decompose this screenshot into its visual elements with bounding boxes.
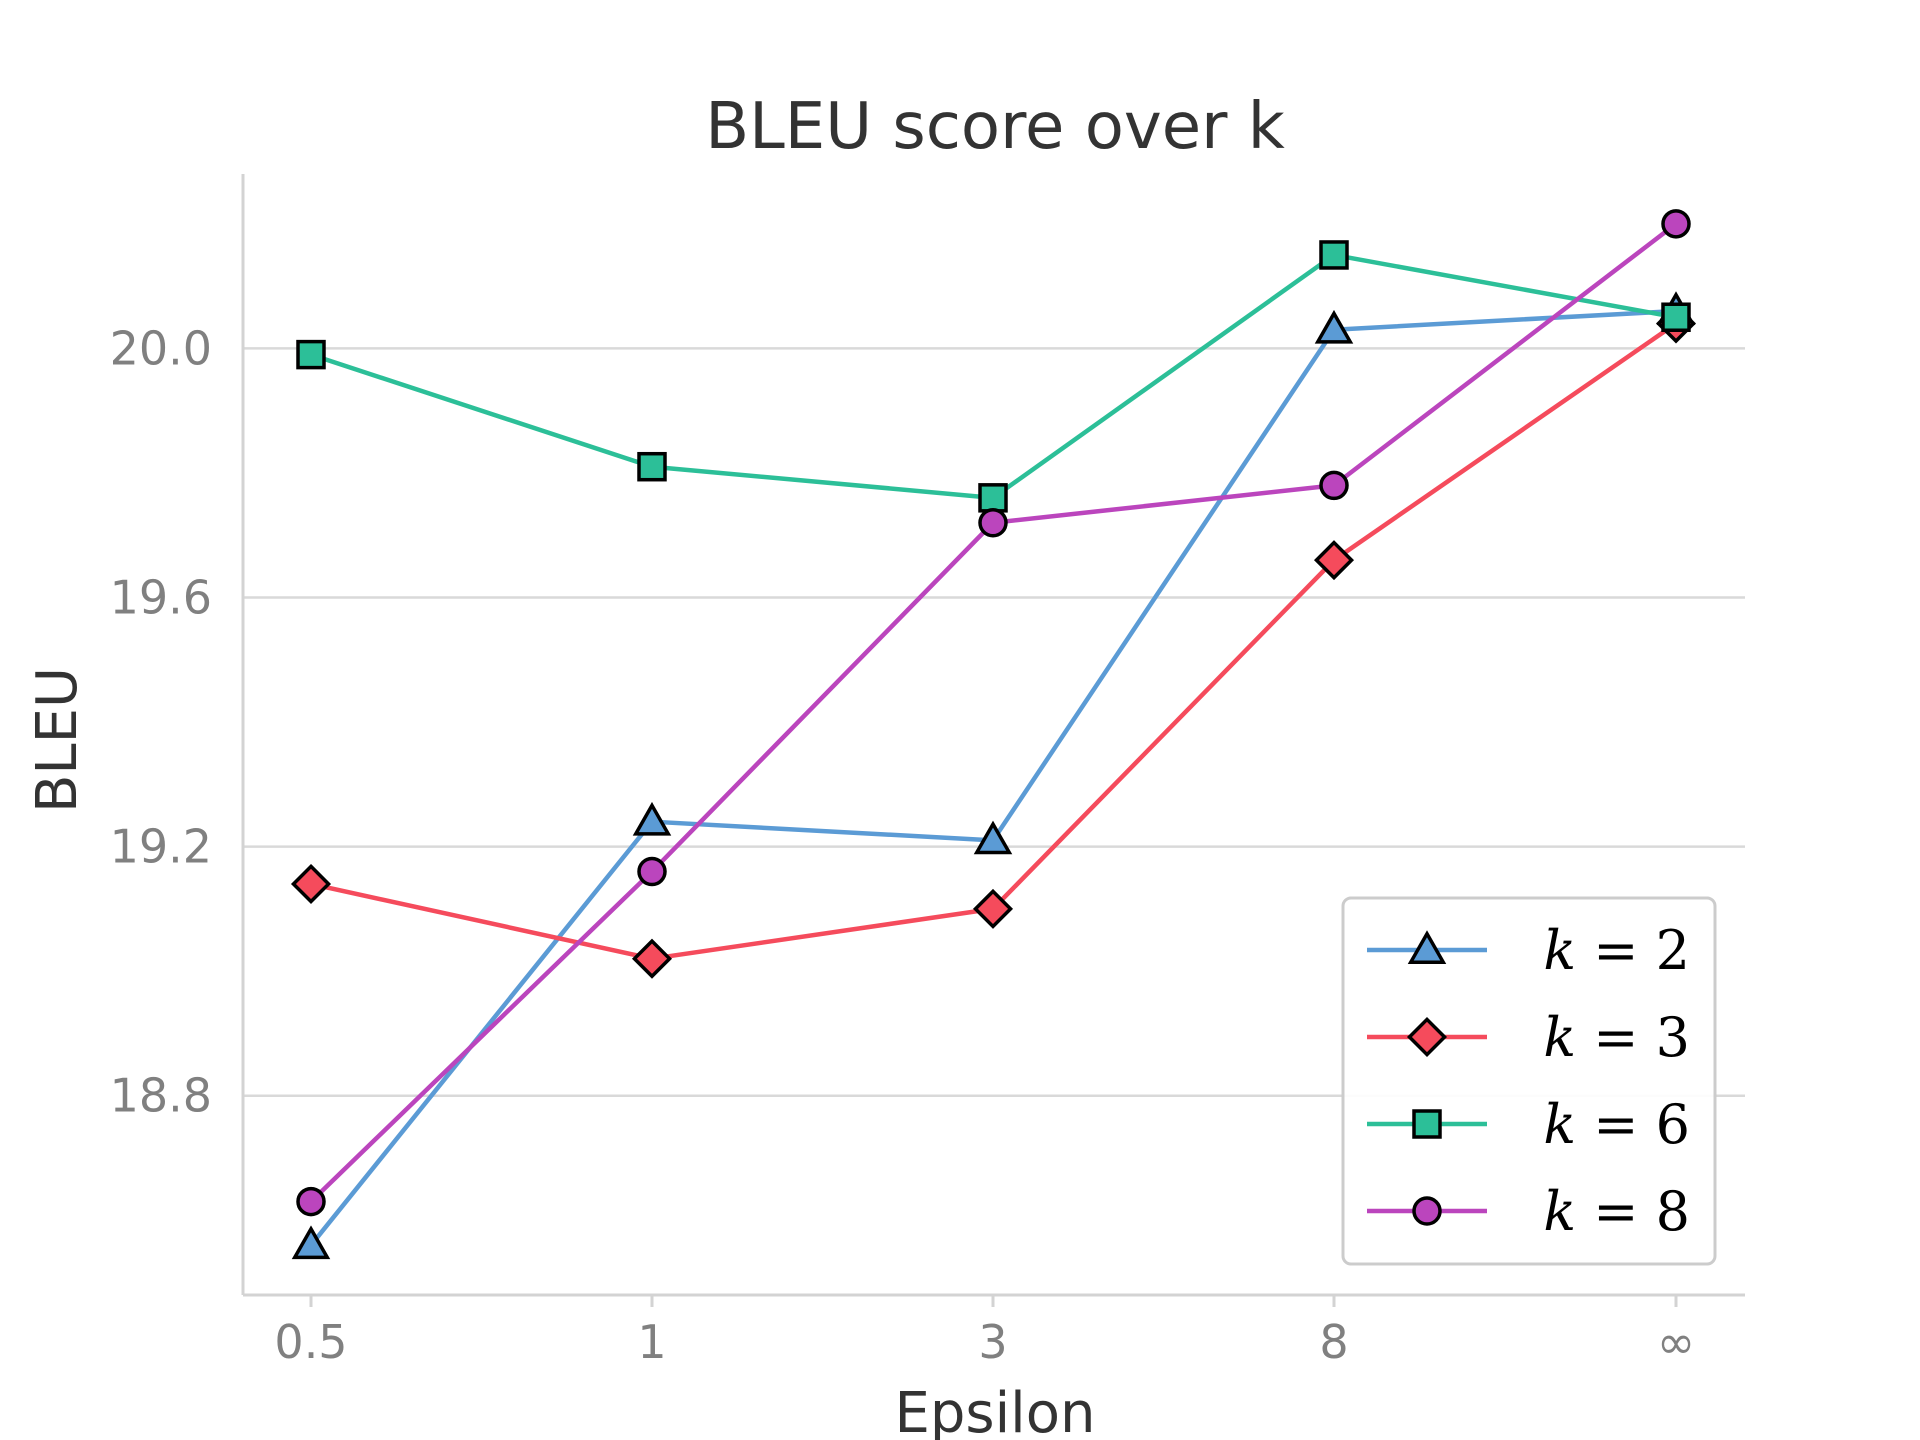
legend-item: k = 3 — [1367, 1006, 1690, 1069]
legend-item: k = 2 — [1367, 919, 1690, 982]
x-tick-label: 8 — [1319, 1315, 1348, 1369]
x-ticks: 0.5 1 3 8 ∞ — [274, 1295, 1695, 1369]
y-tick-label: 18.8 — [110, 1069, 212, 1123]
data-point — [631, 938, 673, 979]
x-tick-label: 0.5 — [274, 1315, 347, 1369]
legend: k = 2 k = 3 k = 6 k = 8 — [1341, 896, 1717, 1266]
legend-label: k = 2 — [1543, 919, 1690, 982]
data-point — [637, 451, 667, 482]
x-axis-label: Epsilon — [895, 1381, 1096, 1440]
data-point — [637, 856, 667, 887]
x-tick-label: ∞ — [1657, 1315, 1695, 1369]
series-circle — [296, 209, 1691, 1217]
data-point — [1661, 302, 1691, 332]
x-tick-label: 1 — [637, 1315, 666, 1369]
legend-item: k = 8 — [1367, 1180, 1690, 1243]
data-point — [978, 508, 1008, 538]
data-point — [972, 888, 1014, 929]
data-point — [632, 801, 672, 836]
y-tick-label: 20.0 — [110, 321, 212, 375]
data-point — [1319, 240, 1349, 270]
legend-marker — [1406, 1016, 1448, 1058]
series-diamond — [290, 303, 1697, 979]
y-tick-label: 19.2 — [110, 820, 212, 874]
data-point — [1314, 309, 1354, 344]
x-tick-label: 3 — [978, 1315, 1007, 1369]
data-point — [291, 1225, 331, 1260]
data-point — [296, 1186, 326, 1217]
legend-marker — [1407, 930, 1447, 964]
series-square — [296, 240, 1691, 513]
y-ticks: 18.8 19.2 19.6 20.0 — [110, 321, 212, 1122]
legend-marker — [1412, 1109, 1442, 1139]
chart-title: BLEU score over k — [705, 90, 1285, 164]
data-point — [1319, 470, 1349, 501]
y-axis-label: BLEU — [25, 667, 90, 813]
series-line — [310, 252, 1677, 501]
data-point — [978, 483, 1008, 513]
y-tick-label: 19.6 — [110, 570, 212, 624]
legend-item: k = 6 — [1367, 1093, 1690, 1156]
legend-marker — [1412, 1196, 1442, 1226]
data-point — [296, 339, 326, 370]
data-point — [1313, 540, 1355, 581]
legend-label: k = 3 — [1543, 1006, 1690, 1069]
data-point — [1661, 209, 1691, 239]
legend-label: k = 6 — [1543, 1093, 1690, 1156]
series-line — [310, 321, 1678, 961]
legend-label: k = 8 — [1543, 1180, 1690, 1243]
data-point — [290, 863, 332, 904]
legend-box — [1341, 896, 1717, 1266]
series — [290, 209, 1697, 1260]
series-triangle — [291, 291, 1696, 1260]
data-point — [973, 820, 1013, 855]
